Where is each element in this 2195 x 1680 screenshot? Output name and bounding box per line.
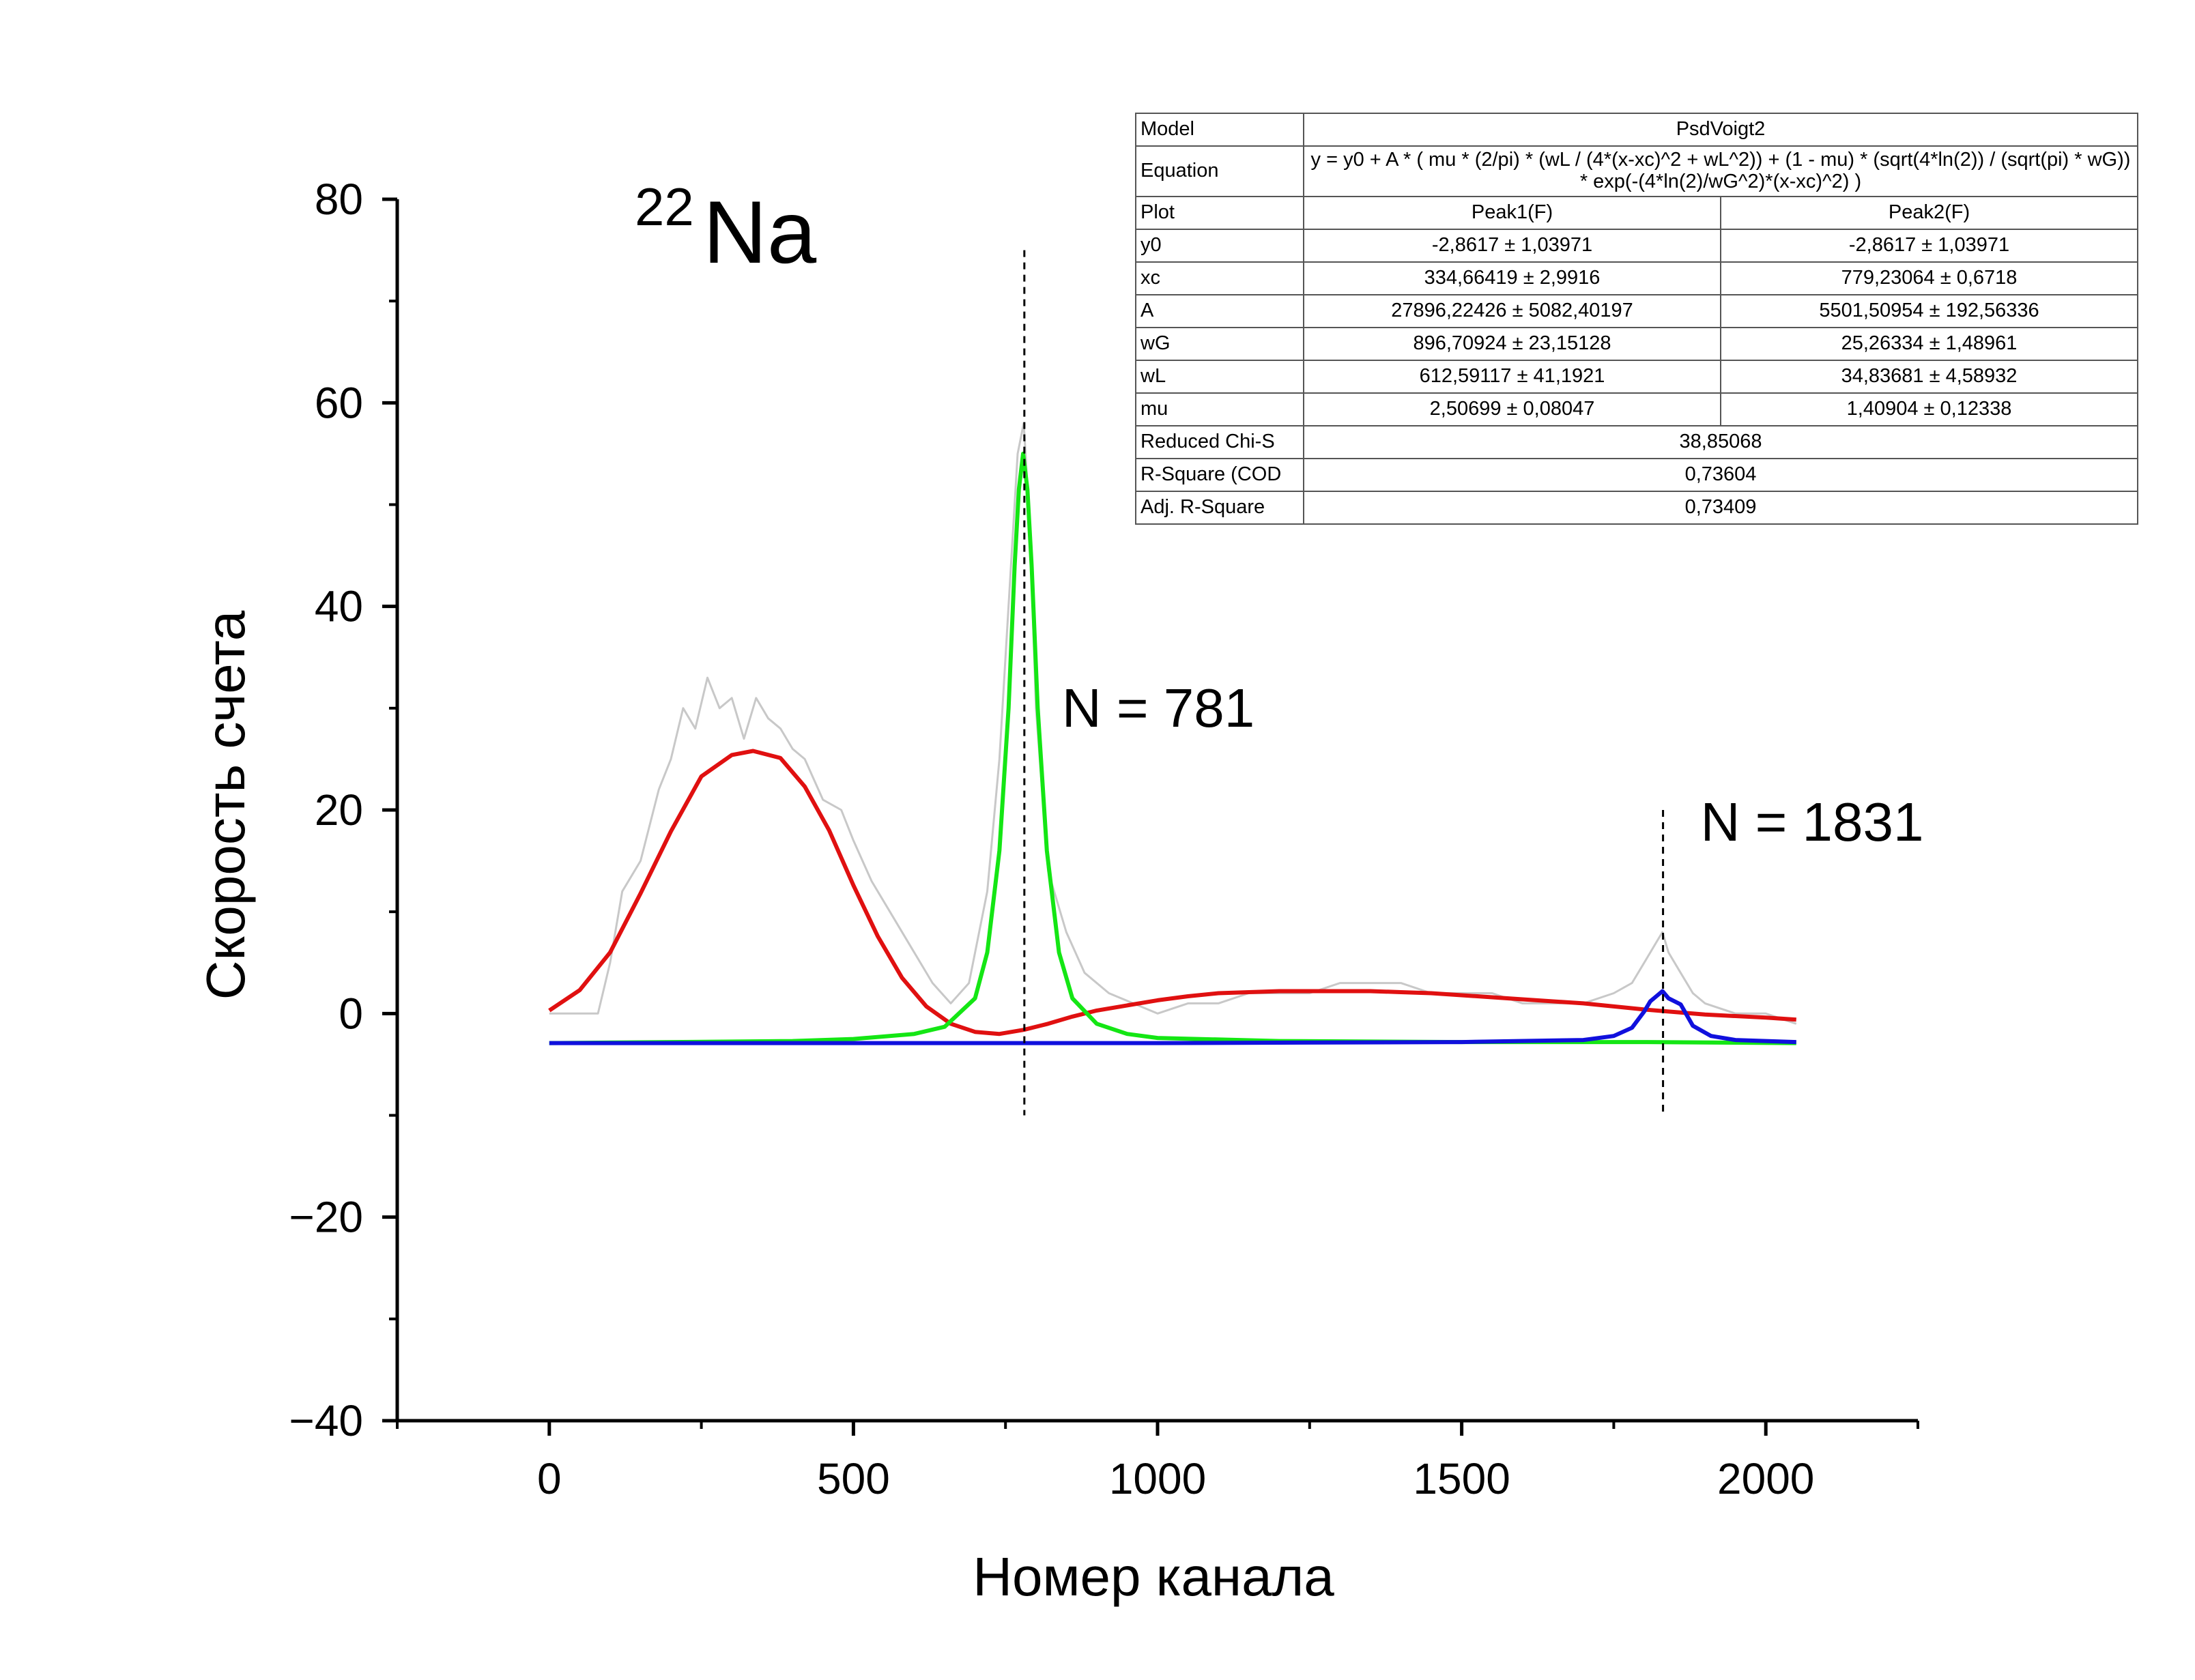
y-tick-label: 0	[339, 989, 363, 1038]
fit-table-row-header: wG	[1135, 326, 1304, 361]
y-tick-label: −40	[289, 1396, 363, 1445]
x-axis-title: Номер канала	[973, 1546, 1334, 1607]
fit-table-row: xc 334,66419 ± 2,9916 779,23064 ± 0,6718	[1135, 261, 2138, 295]
x-tick-label: 2000	[1717, 1454, 1814, 1503]
fit-table-row-header: A	[1135, 293, 1304, 328]
fit-table-row-header: wL	[1135, 359, 1304, 394]
fit-table-row: y0 -2,8617 ± 1,03971 -2,8617 ± 1,03971	[1135, 228, 2138, 263]
y-tick-label: 60	[315, 378, 363, 427]
fit-table-row-header: Reduced Chi-S	[1135, 424, 1304, 459]
fit-table-row: wG 896,70924 ± 23,15128 25,26334 ± 1,48961	[1135, 326, 2138, 361]
plot-area: N = 781 N = 1831	[548, 250, 1924, 1116]
fit-table-row-header: Equation	[1135, 145, 1304, 197]
fit-table-cell: Peak2(F)	[1720, 195, 2138, 230]
x-tick-label: 0	[537, 1454, 562, 1503]
y-axis-title: Скорость счета	[195, 610, 256, 1000]
chart-title-superscript: 22	[635, 177, 694, 237]
fit-table-cell: Peak1(F)	[1303, 195, 1721, 230]
fit-table-row: Plot Peak1(F) Peak2(F)	[1135, 195, 2138, 230]
peak-marker-label: N = 781	[1062, 678, 1254, 738]
fit-table-row: mu 2,50699 ± 0,08047 1,40904 ± 0,12338	[1135, 392, 2138, 426]
peak-marker-label: N = 1831	[1701, 792, 1924, 852]
y-tick-label: −20	[289, 1193, 363, 1242]
fit-table-cell: 0,73409	[1303, 490, 2138, 525]
fit-table-cell: 1,40904 ± 0,12338	[1720, 392, 2138, 426]
fit-parameters-table: Model PsdVoigt2 Equation y = y0 + A * ( mu …	[1135, 113, 2138, 525]
fit-table-row: Model PsdVoigt2	[1135, 113, 2138, 147]
y-tick-label: 20	[315, 785, 363, 835]
x-tick-label: 500	[817, 1454, 890, 1503]
fit-table-row: R-Square (COD 0,73604	[1135, 457, 2138, 492]
x-tick-label: 1000	[1109, 1454, 1206, 1503]
chart-title: Na	[703, 182, 817, 282]
fit-table-row: A 27896,22426 ± 5082,40197 5501,50954 ± 19…	[1135, 293, 2138, 328]
axes: −40 −20 0 20 40 60 80 0 500 1000 1500 2000	[289, 175, 1919, 1503]
fit-table-cell: 38,85068	[1303, 424, 2138, 459]
fit-table-cell: -2,8617 ± 1,03971	[1720, 228, 2138, 263]
fit-table-cell: 896,70924 ± 23,15128	[1303, 326, 1721, 361]
series-line-peak2	[549, 451, 1796, 1045]
fit-table-cell: 2,50699 ± 0,08047	[1303, 392, 1721, 426]
fit-table-row-header: y0	[1135, 228, 1304, 263]
fit-table-row-header: R-Square (COD	[1135, 457, 1304, 492]
fit-table-row-header: Plot	[1135, 195, 1304, 230]
fit-table-cell: PsdVoigt2	[1303, 113, 2138, 147]
fit-table-cell: 0,73604	[1303, 457, 2138, 492]
y-tick-label: 80	[315, 175, 363, 224]
fit-table-cell: 25,26334 ± 1,48961	[1720, 326, 2138, 361]
x-tick-label: 1500	[1413, 1454, 1510, 1503]
fit-table-cell: 27896,22426 ± 5082,40197	[1303, 293, 1721, 328]
fit-table-cell: 34,83681 ± 4,58932	[1720, 359, 2138, 394]
fit-table-cell: 612,59117 ± 41,1921	[1303, 359, 1721, 394]
fit-table-row-header: xc	[1135, 261, 1304, 295]
fit-table-cell: 5501,50954 ± 192,56336	[1720, 293, 2138, 328]
fit-table-row: Reduced Chi-S 38,85068	[1135, 424, 2138, 459]
fit-table-row-header: Adj. R-Square	[1135, 490, 1304, 525]
fit-table-cell: 779,23064 ± 0,6718	[1720, 261, 2138, 295]
fit-table-row-header: Model	[1135, 113, 1304, 147]
series-line-peak3	[549, 989, 1796, 1045]
fit-table-row: wL 612,59117 ± 41,1921 34,83681 ± 4,58932	[1135, 359, 2138, 394]
series-line-peak1	[548, 749, 1797, 1037]
y-tick-label: 40	[315, 582, 363, 631]
fit-table-cell: -2,8617 ± 1,03971	[1303, 228, 1721, 263]
fit-table-row: Adj. R-Square 0,73409	[1135, 490, 2138, 525]
fit-table-row: Equation y = y0 + A * ( mu * (2/pi) * (wL…	[1135, 145, 2138, 197]
fit-table-cell: 334,66419 ± 2,9916	[1303, 261, 1721, 295]
fit-table-row-header: mu	[1135, 392, 1304, 426]
fit-table-cell: y = y0 + A * ( mu * (2/pi) * (wL / (4*(x…	[1303, 145, 2138, 197]
